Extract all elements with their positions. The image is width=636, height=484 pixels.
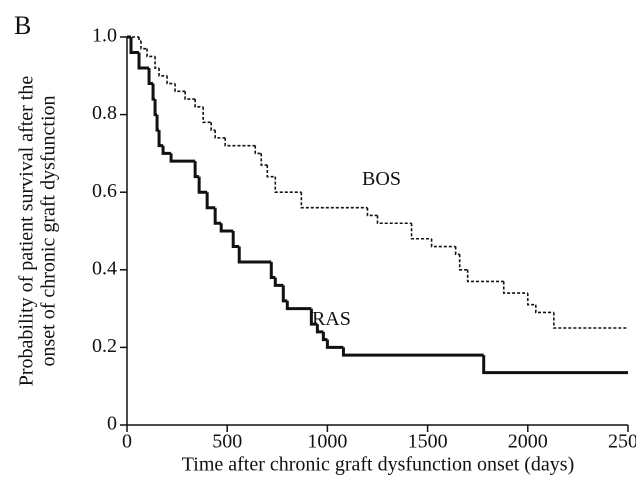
survival-step — [300, 192, 368, 209]
survival-step — [157, 130, 164, 148]
survival-step — [254, 145, 262, 155]
survival-step — [137, 52, 150, 70]
survival-step — [309, 308, 318, 326]
y-tick-label: 1.0 — [92, 25, 117, 47]
survival-step — [482, 355, 628, 375]
x-tick-label: 500 — [212, 431, 242, 453]
survival-step — [161, 145, 172, 155]
panel-label: B — [14, 11, 31, 40]
survival-step — [205, 192, 216, 210]
survival-step — [410, 223, 432, 240]
y-axis-title: onset of chronic graft dysfunction — [38, 95, 60, 366]
survival-step — [273, 277, 284, 287]
survival-step — [281, 285, 288, 303]
survival-step — [430, 238, 456, 248]
x-tick-label: 2500 — [608, 431, 636, 453]
x-axis-title: Time after chronic graft dysfunction ons… — [182, 454, 575, 476]
survival-step — [224, 137, 256, 147]
survival-step — [193, 161, 200, 179]
y-axis-title: Probability of patient survival after th… — [16, 76, 38, 387]
y-tick-label: 0.8 — [92, 102, 117, 124]
series-label: BOS — [362, 168, 401, 190]
survival-step — [169, 153, 196, 163]
y-tick-label: 0.2 — [92, 335, 117, 357]
survival-step — [210, 122, 216, 131]
survival-step — [154, 56, 160, 69]
survival-step — [502, 281, 528, 294]
survival-step — [219, 223, 234, 233]
survival-step — [237, 246, 272, 264]
survival-step — [138, 37, 142, 42]
survival-step — [376, 215, 412, 225]
survival-step — [366, 207, 378, 217]
survival-step — [158, 68, 168, 77]
y-tick-label: 0.6 — [92, 180, 117, 202]
y-tick-label: 0.4 — [92, 257, 117, 279]
survival-step — [174, 83, 186, 93]
survival-step — [285, 300, 312, 311]
survival-step — [129, 37, 140, 55]
survival-step — [527, 293, 536, 306]
survival-step — [214, 130, 226, 139]
survival-step — [202, 106, 212, 124]
survival-step — [147, 68, 154, 86]
survival-step — [325, 339, 344, 349]
survival-step — [535, 304, 554, 314]
survival-step — [466, 269, 504, 283]
survival-step — [269, 262, 276, 280]
survival-step — [454, 246, 460, 256]
x-tick-label: 1000 — [307, 431, 347, 453]
series-label: RAS — [312, 308, 351, 330]
survival-step — [266, 165, 276, 178]
survival-step — [194, 99, 204, 108]
y-tick-label: 0 — [107, 413, 117, 435]
survival-step — [260, 153, 268, 166]
x-tick-label: 2000 — [508, 431, 548, 453]
survival-step — [274, 176, 302, 193]
survival-step — [155, 114, 160, 132]
survival-step — [315, 324, 324, 334]
x-tick-label: 0 — [122, 431, 132, 453]
survival-step — [213, 207, 222, 225]
survival-step — [553, 312, 628, 329]
survival-step — [184, 91, 196, 100]
survival-step — [153, 99, 158, 117]
survival-step — [197, 176, 208, 194]
survival-step — [341, 347, 484, 357]
survival-step — [458, 254, 468, 271]
survival-step — [231, 231, 240, 249]
x-tick-label: 1500 — [408, 431, 448, 453]
survival-step — [166, 75, 176, 85]
survival-step — [146, 48, 156, 58]
survival-step — [151, 83, 156, 101]
survival-step — [140, 40, 148, 50]
survival-step — [321, 331, 328, 342]
